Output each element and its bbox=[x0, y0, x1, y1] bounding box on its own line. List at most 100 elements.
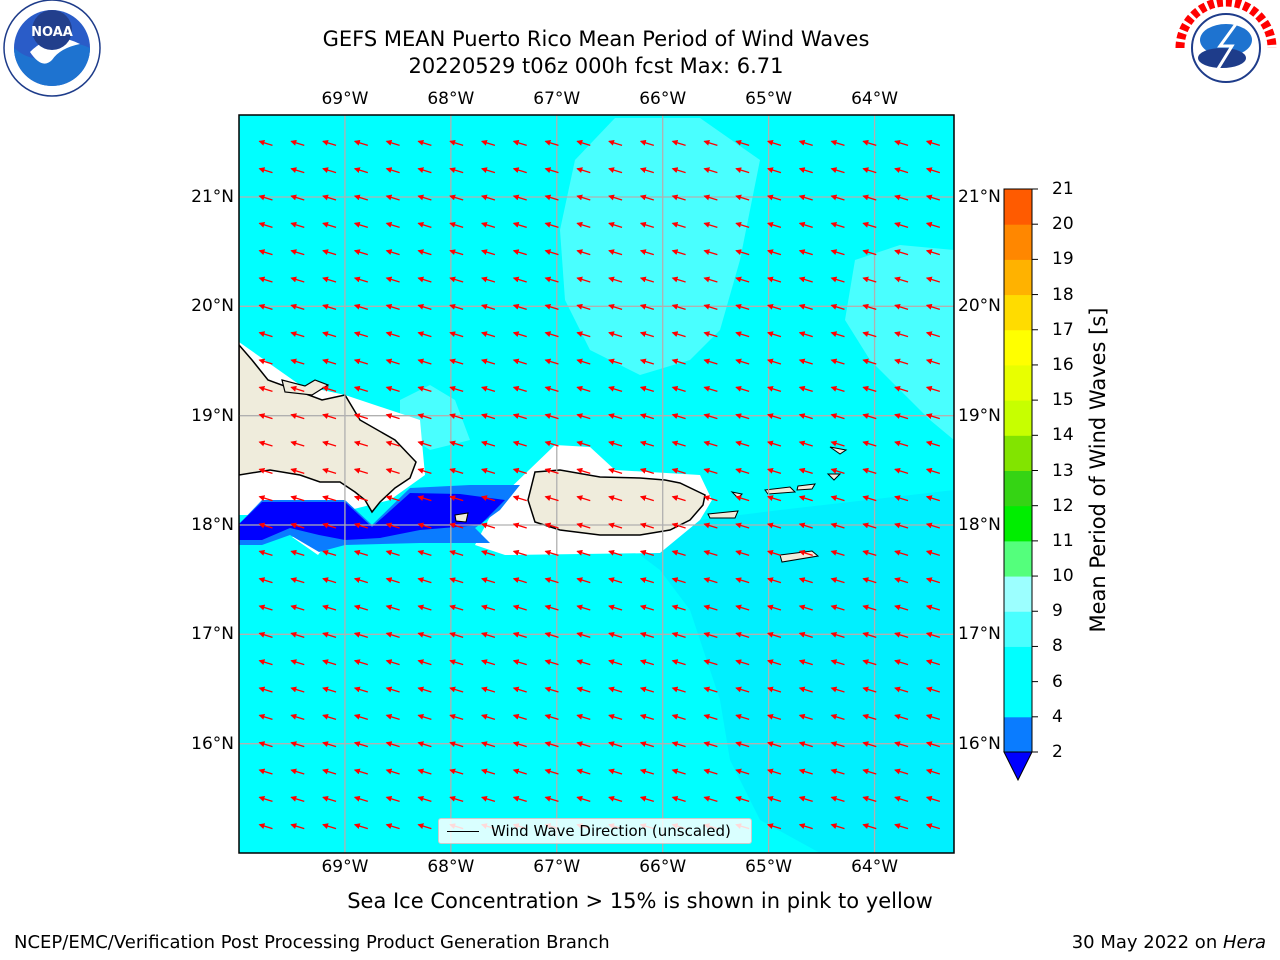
wave-vector-arrow bbox=[322, 303, 337, 310]
wave-vector-arrow bbox=[798, 440, 813, 447]
wave-vector-arrow bbox=[322, 440, 337, 447]
wave-vector-arrow bbox=[290, 604, 305, 611]
wave-vector-arrow bbox=[671, 413, 686, 420]
wave-vector-arrow bbox=[353, 221, 369, 228]
wave-vector-arrow bbox=[385, 413, 400, 420]
wave-vector-arrow bbox=[385, 823, 400, 830]
wave-vector-arrow bbox=[576, 741, 591, 748]
wave-vector-arrow bbox=[925, 713, 941, 720]
wave-vector-arrow bbox=[449, 413, 464, 420]
wave-vector-arrow bbox=[258, 167, 273, 174]
wave-vector-arrow bbox=[353, 303, 369, 310]
wave-vector-arrow bbox=[862, 768, 877, 775]
lon-tick-label: 68°W bbox=[427, 857, 475, 877]
wave-vector-arrow bbox=[576, 549, 591, 556]
wave-vector-arrow bbox=[925, 686, 941, 693]
wave-vector-arrow bbox=[417, 659, 432, 666]
wave-vector-arrow bbox=[830, 823, 845, 830]
wave-vector-arrow bbox=[735, 631, 750, 638]
wave-vector-arrow bbox=[925, 522, 941, 529]
wave-vector-arrow bbox=[608, 713, 623, 720]
wave-vector-arrow bbox=[480, 249, 496, 256]
wave-vector-arrow bbox=[385, 659, 400, 666]
wave-vector-arrow bbox=[290, 795, 305, 802]
wave-vector-arrow bbox=[258, 686, 273, 693]
wave-vector-arrow bbox=[798, 659, 813, 666]
wave-vector-arrow bbox=[322, 795, 337, 802]
wave-vector-arrow bbox=[417, 385, 432, 392]
wave-period-field bbox=[239, 115, 954, 853]
wave-vector-arrow bbox=[798, 303, 813, 310]
wave-vector-arrow bbox=[322, 577, 337, 584]
wave-vector-arrow bbox=[703, 768, 718, 775]
wave-vector-arrow bbox=[353, 331, 369, 338]
wave-vector-arrow bbox=[512, 249, 527, 256]
wave-vector-arrow bbox=[608, 768, 623, 775]
colorbar-segment bbox=[1004, 505, 1032, 542]
colorbar-tick-label: 18 bbox=[1052, 284, 1074, 305]
field-lt-2 bbox=[239, 493, 505, 540]
wave-vector-arrow bbox=[353, 276, 369, 283]
wave-vector-arrow bbox=[925, 303, 941, 310]
wave-vector-arrow bbox=[639, 440, 655, 447]
wave-vector-arrow bbox=[830, 303, 845, 310]
wave-vector-arrow bbox=[830, 795, 845, 802]
lat-tick-label: 19°N bbox=[191, 405, 234, 426]
wave-vector-arrow bbox=[385, 358, 400, 365]
wave-vector-arrow bbox=[449, 604, 464, 611]
wave-vector-arrow bbox=[830, 358, 845, 365]
wave-vector-arrow bbox=[703, 795, 718, 802]
wave-vector-arrow bbox=[449, 167, 464, 174]
wave-vector-arrow bbox=[608, 194, 623, 201]
wave-vector-arrow bbox=[830, 276, 845, 283]
wave-vector-arrow bbox=[894, 331, 909, 338]
wave-vector-arrow bbox=[449, 194, 464, 201]
wave-vector-arrow bbox=[353, 795, 369, 802]
wave-vector-arrow bbox=[894, 194, 909, 201]
wave-vector-arrow bbox=[925, 604, 941, 611]
wave-vector-arrow bbox=[544, 577, 559, 584]
wave-vector-arrow bbox=[798, 631, 813, 638]
wave-vector-arrow bbox=[894, 467, 909, 474]
wave-vector-arrow bbox=[608, 577, 623, 584]
wave-vector-arrow bbox=[544, 331, 559, 338]
branch-footer: NCEP/EMC/Verification Post Processing Pr… bbox=[14, 932, 610, 953]
wave-vector-arrow bbox=[894, 221, 909, 228]
wave-vector-arrow bbox=[417, 221, 432, 228]
wave-vector-arrow bbox=[703, 358, 718, 365]
wave-vector-arrow bbox=[449, 358, 464, 365]
colorbar-extend-triangle bbox=[1003, 751, 1033, 782]
wave-vector-arrow bbox=[639, 249, 655, 256]
wave-vector-arrow bbox=[353, 495, 369, 502]
wave-vector-arrow bbox=[735, 686, 750, 693]
wave-vector-arrow bbox=[735, 549, 750, 556]
wave-vector-arrow bbox=[735, 440, 750, 447]
wave-vector-arrow bbox=[480, 795, 496, 802]
wave-vector-arrow bbox=[703, 331, 718, 338]
wave-vector-arrow bbox=[735, 249, 750, 256]
wave-vector-arrow bbox=[862, 167, 877, 174]
wave-vector-arrow bbox=[798, 413, 813, 420]
wave-vector-arrow bbox=[608, 331, 623, 338]
wave-vector-arrow bbox=[385, 139, 400, 146]
wave-vector-arrow bbox=[512, 194, 527, 201]
wave-vector-arrow bbox=[576, 467, 591, 474]
wave-vector-arrow bbox=[830, 713, 845, 720]
wave-vector-arrow bbox=[766, 795, 782, 802]
wave-vector-arrow bbox=[322, 276, 337, 283]
wave-vector-arrow bbox=[353, 549, 369, 556]
wave-vector-arrow bbox=[862, 303, 877, 310]
wave-vector-arrow bbox=[830, 413, 845, 420]
wave-vector-arrow bbox=[258, 549, 273, 556]
wave-vector-arrow bbox=[544, 167, 559, 174]
wave-vector-arrow bbox=[862, 467, 877, 474]
wave-vector-arrow bbox=[735, 413, 750, 420]
wave-vector-arrow bbox=[512, 522, 527, 529]
wave-vector-arrow bbox=[703, 467, 718, 474]
wave-vector-arrow bbox=[385, 249, 400, 256]
wave-vector-arrow bbox=[512, 385, 527, 392]
wave-vector-arrow bbox=[639, 167, 655, 174]
lat-tick-label: 21°N bbox=[958, 187, 1001, 207]
wave-vector-arrow bbox=[671, 741, 686, 748]
wave-vector-arrow bbox=[798, 522, 813, 529]
